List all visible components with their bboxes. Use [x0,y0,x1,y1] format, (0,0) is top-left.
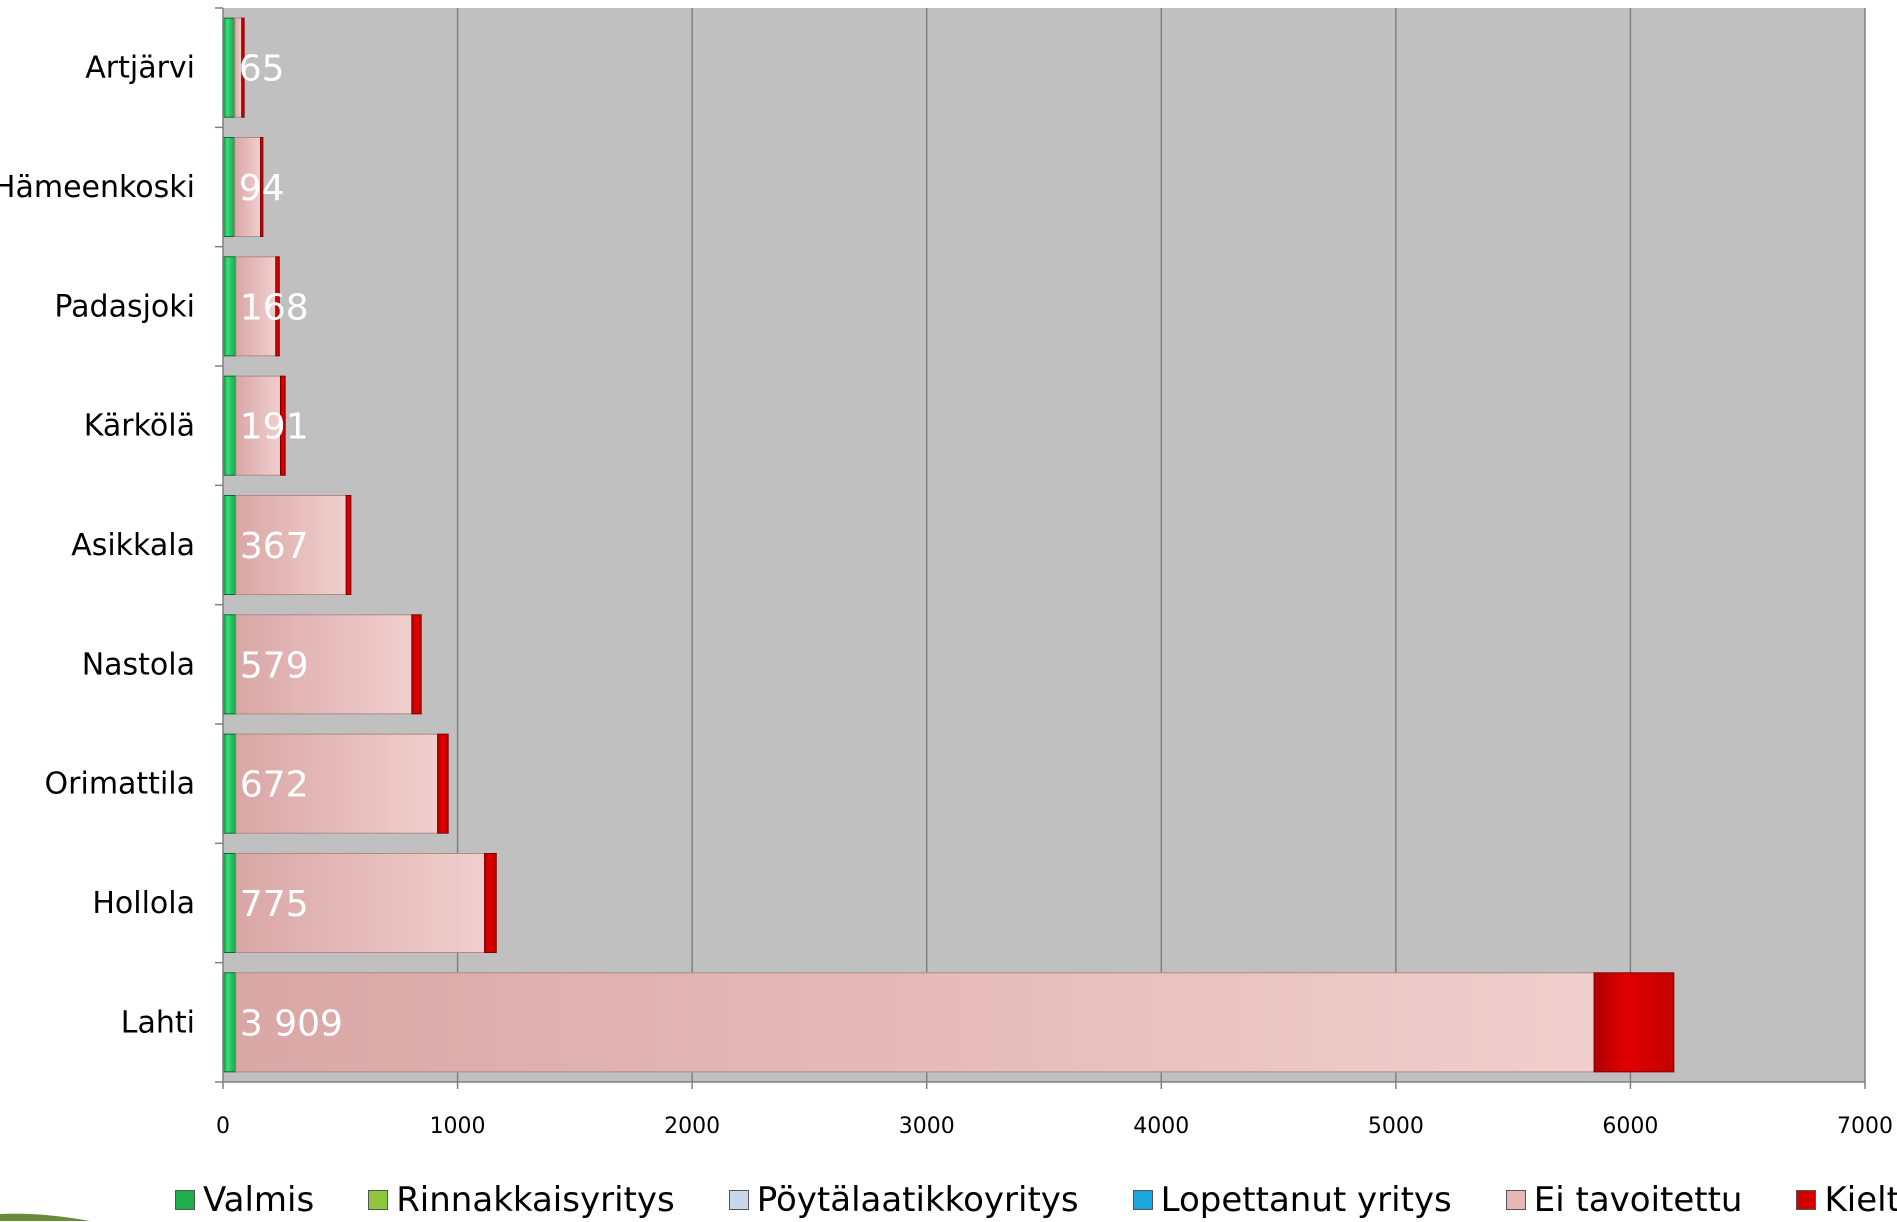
bar-kieltäytyi [1593,972,1675,1073]
category-label: Asikkala [71,528,195,563]
legend-label: Ei tavoitettu [1533,1180,1743,1220]
gridlines [456,8,1866,1082]
bar-ei-tavoitettu [235,494,347,596]
bar-ei-tavoitettu [235,375,281,476]
data-label: 775 [240,884,309,925]
bar-kieltäytyi [241,17,245,118]
x-tick-label: 2000 [664,1114,720,1139]
data-label: 65 [239,49,285,90]
legend-swatch [1132,1190,1153,1210]
legend: Valmis Rinnakkaisyritys Pöytälaatikkoyrity… [175,1178,1897,1222]
category-label: Hollola [92,886,195,921]
x-tick-label: 6000 [1602,1114,1658,1139]
legend-swatch [1796,1190,1817,1210]
category-label: Padasjoki [54,289,195,324]
data-label: 3 909 [240,1003,343,1044]
tick-labels: 0 1000 2000 3000 4000 5000 6000 7000 [216,1114,1893,1139]
x-tick-label: 7000 [1837,1114,1893,1139]
legend-swatch [368,1190,389,1210]
legend-swatch [728,1190,749,1210]
legend-label: Lopettanut yritys [1160,1180,1452,1220]
bar-ei-tavoitettu [235,972,1595,1073]
x-tick-label: 1000 [430,1114,486,1139]
bar-kieltäytyi [260,136,264,238]
bar-ei-tavoitettu [235,852,486,954]
data-label: 579 [240,645,309,686]
category-labels: Artjärvi Hämeenkoski Padasjoki Kärkölä Asikk… [0,51,195,1041]
legend-item: Valmis [175,1180,314,1220]
bar-kieltäytyi [437,733,449,834]
data-label: 168 [240,287,309,328]
data-label: 367 [240,526,309,567]
bar-ei-tavoitettu [235,256,277,357]
legend-item: Rinnakkaisyritys [368,1180,675,1220]
legend-label: Kieltäytyi [1824,1180,1897,1220]
bar-kieltäytyi [484,852,497,954]
category-label: Orimattila [45,767,195,802]
x-tick-label: 5000 [1368,1114,1424,1139]
bar-valmis [222,17,236,118]
category-label: Artjärvi [85,51,195,86]
bar-valmis [222,256,237,357]
data-label: 672 [240,765,309,806]
bar-ei-tavoitettu [235,733,439,834]
data-label: 94 [239,168,285,209]
category-label: Nastola [82,647,195,682]
bar-kieltäytyi [279,375,286,476]
legend-item: Lopettanut yritys [1132,1180,1452,1220]
bar-kieltäytyi [345,494,352,596]
bar-valmis [222,614,237,715]
bar-valmis [222,733,237,834]
legend-label: Rinnakkaisyritys [396,1180,675,1220]
corner-decoration [0,1213,90,1221]
axes [215,7,1866,1089]
legend-swatch [175,1190,195,1210]
x-tick-label: 4000 [1133,1114,1189,1139]
bar-valmis [222,136,236,238]
legend-item: Pöytälaatikkoyritys [728,1180,1079,1220]
bar-kieltäytyi [275,256,280,357]
legend-item: Kieltäytyi [1796,1180,1897,1220]
legend-label: Valmis [203,1180,315,1220]
legend-swatch [1505,1190,1526,1210]
legend-label: Pöytälaatikkoyritys [756,1180,1079,1220]
bar-valmis [222,494,237,596]
x-tick-label: 0 [216,1114,230,1139]
bar-valmis [222,375,237,476]
data-label: 191 [240,407,309,448]
category-label: Hämeenkoski [0,170,195,205]
x-tick-label: 3000 [899,1114,955,1139]
bars [222,17,1675,1073]
category-label: Lahti [121,1005,195,1040]
category-label: Kärkölä [84,409,195,444]
bar-kieltäytyi [411,614,422,715]
bar-valmis [222,852,237,954]
data-labels: 65 94 168 191 367 579 672 775 3 909 [239,49,343,1045]
legend-item: Ei tavoitettu [1505,1180,1743,1220]
bar-valmis [222,972,237,1073]
